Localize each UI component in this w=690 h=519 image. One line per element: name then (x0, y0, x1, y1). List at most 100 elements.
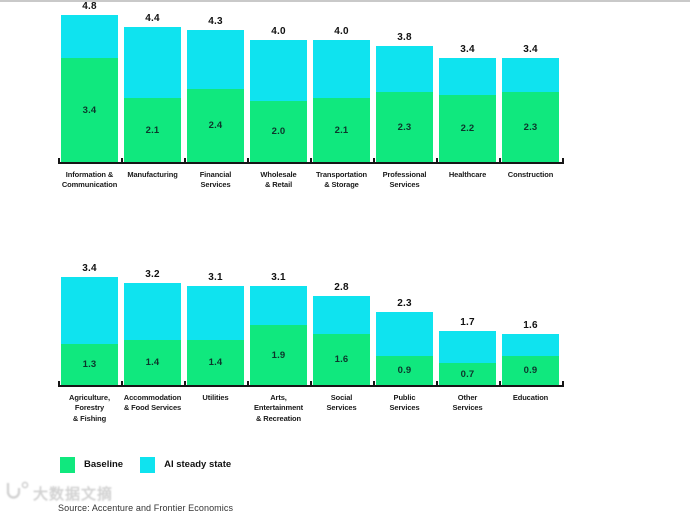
category-label: Construction (507, 170, 554, 179)
stacked-bar: 3.1 1.9 (250, 272, 307, 386)
bar-column: 4.8 3.4 (58, 2, 121, 162)
axis-tick (184, 381, 186, 388)
category-label: Other Services (452, 393, 483, 413)
total-value-label: 4.0 (271, 26, 286, 37)
baseline-value-label: 1.6 (334, 354, 349, 366)
stacked-bar: 3.4 2.2 (439, 44, 496, 162)
axis-tick (373, 158, 375, 164)
source-text: Source: Accenture and Frontier Economics (58, 502, 234, 513)
legend-swatch (140, 456, 156, 473)
legend-label: AI steady state (164, 458, 232, 470)
plot-cell: 3.4 1.3 (58, 263, 121, 386)
baseline-value-label: 2.1 (334, 124, 349, 136)
plot-cell: 4.8 3.4 (58, 2, 121, 162)
total-value-label: 4.4 (145, 13, 160, 24)
watermark: 大数据文摘 (4, 480, 113, 506)
plot-cell: 3.4 2.2 (436, 15, 499, 162)
baseline-segment: 2.2 (439, 95, 496, 162)
baseline-segment: 1.3 (61, 344, 118, 386)
axis-tick (121, 158, 123, 164)
stacked-bar: 1.7 0.7 (439, 317, 496, 386)
plot-cell: 3.2 1.4 (121, 269, 184, 386)
bar-column: 3.1 1.9 (247, 272, 310, 386)
watermark-text: 大数据文摘 (33, 485, 114, 503)
total-value-label: 1.6 (523, 320, 538, 332)
baseline-segment: 0.7 (439, 363, 496, 386)
bar-column: 2.3 0.9 (373, 277, 436, 386)
total-value-label: 4.8 (82, 1, 97, 12)
legend-swatch (60, 456, 75, 473)
baseline-value-label: 0.7 (460, 368, 475, 380)
bar-column: 1.7 0.7 (436, 277, 499, 386)
stacked-bar: 4.4 2.1 (124, 13, 181, 162)
baseline-value-label: 1.4 (145, 357, 160, 369)
bar-column: 1.6 0.9 (499, 277, 562, 386)
total-value-label: 3.2 (145, 269, 160, 281)
category-label: Utilities (202, 393, 229, 403)
axis-tick (436, 381, 438, 388)
stacked-bar: 3.1 1.4 (187, 272, 244, 386)
stacked-bar: 2.8 1.6 (313, 282, 370, 386)
baseline-value-label: 2.3 (523, 121, 538, 133)
axis-tick (184, 158, 186, 164)
stacked-bar: 1.6 0.9 (502, 320, 559, 386)
plot-cell: 3.8 2.3 (373, 15, 436, 162)
stacked-bar: 4.8 3.4 (61, 2, 118, 162)
axis-tick (310, 381, 312, 388)
baseline-segment: 3.4 (61, 58, 118, 162)
baseline-segment: 2.4 (187, 89, 244, 162)
plot-area: 4.8 3.4 4.4 2.1 4.3 2.4 4.0 2.0 4.0 2.1 3.8 2.3 3.4 2… (58, 2, 562, 162)
total-value-label: 4.0 (334, 26, 349, 37)
plot-cell: 3.4 2.3 (499, 15, 562, 162)
category-label: Education (512, 393, 549, 403)
axis-tick (436, 158, 438, 164)
total-value-label: 1.7 (460, 317, 475, 329)
bar-chart-bottom: 3.4 1.3 3.2 1.4 3.1 1.4 3.1 1.9 2.8 1.6 2.3 0.9 1.7 0… (58, 263, 564, 423)
axis-tick (121, 381, 123, 388)
category-label: Social Services (326, 393, 357, 413)
baseline-segment: 1.9 (250, 325, 307, 386)
category-label: Wholesale & Retail (260, 170, 297, 190)
category-labels: Agriculture, Forestry & Fishing Accommoda… (58, 393, 562, 423)
category-label: Transportation & Storage (315, 170, 368, 190)
category-label: Financial Services (199, 170, 232, 190)
axis-tick (499, 158, 501, 164)
bar-column: 4.0 2.0 (247, 15, 310, 162)
bar-chart-top: 4.8 3.4 4.4 2.1 4.3 2.4 4.0 2.0 4.0 2.1 3.8 2.3 3.4 2… (58, 2, 564, 190)
total-value-label: 2.3 (397, 298, 412, 310)
category-label: Information & Communication (61, 170, 118, 190)
stacked-bar: 4.0 2.1 (313, 26, 370, 162)
baseline-value-label: 2.2 (460, 123, 475, 134)
total-value-label: 4.3 (208, 16, 223, 27)
axis-tick (58, 381, 60, 388)
baseline-segment: 1.6 (313, 334, 370, 386)
axis-tick (499, 381, 501, 388)
stacked-bar: 3.4 1.3 (61, 263, 118, 386)
baseline-value-label: 1.9 (271, 349, 286, 361)
plot-cell: 3.1 1.9 (247, 272, 310, 386)
axis-tick (58, 158, 60, 164)
baseline-segment: 1.4 (187, 340, 244, 386)
watermark-logo-icon (4, 480, 30, 506)
total-value-label: 3.1 (208, 272, 223, 284)
baseline-value-label: 2.3 (397, 121, 412, 133)
category-label: Accommodation & Food Services (123, 393, 182, 413)
category-label: Agriculture, Forestry & Fishing (69, 393, 110, 423)
category-label: Public Services (389, 393, 420, 413)
baseline-segment: 2.3 (376, 92, 433, 162)
total-value-label: 3.4 (82, 263, 97, 275)
baseline-value-label: 2.1 (145, 124, 160, 136)
plot-cell: 4.0 2.0 (247, 15, 310, 162)
axis-tick (562, 158, 564, 164)
legend-item: AI steady state (140, 456, 232, 473)
x-axis-line (58, 381, 564, 389)
total-value-label: 3.1 (271, 272, 286, 284)
baseline-segment: 2.1 (313, 98, 370, 162)
plot-cell: 2.8 1.6 (310, 277, 373, 386)
x-axis-line (58, 158, 564, 166)
baseline-segment: 2.1 (124, 98, 181, 162)
bar-column: 3.1 1.4 (184, 272, 247, 386)
baseline-segment: 2.0 (250, 101, 307, 162)
plot-cell: 4.0 2.1 (310, 15, 373, 162)
bar-column: 4.3 2.4 (184, 15, 247, 162)
